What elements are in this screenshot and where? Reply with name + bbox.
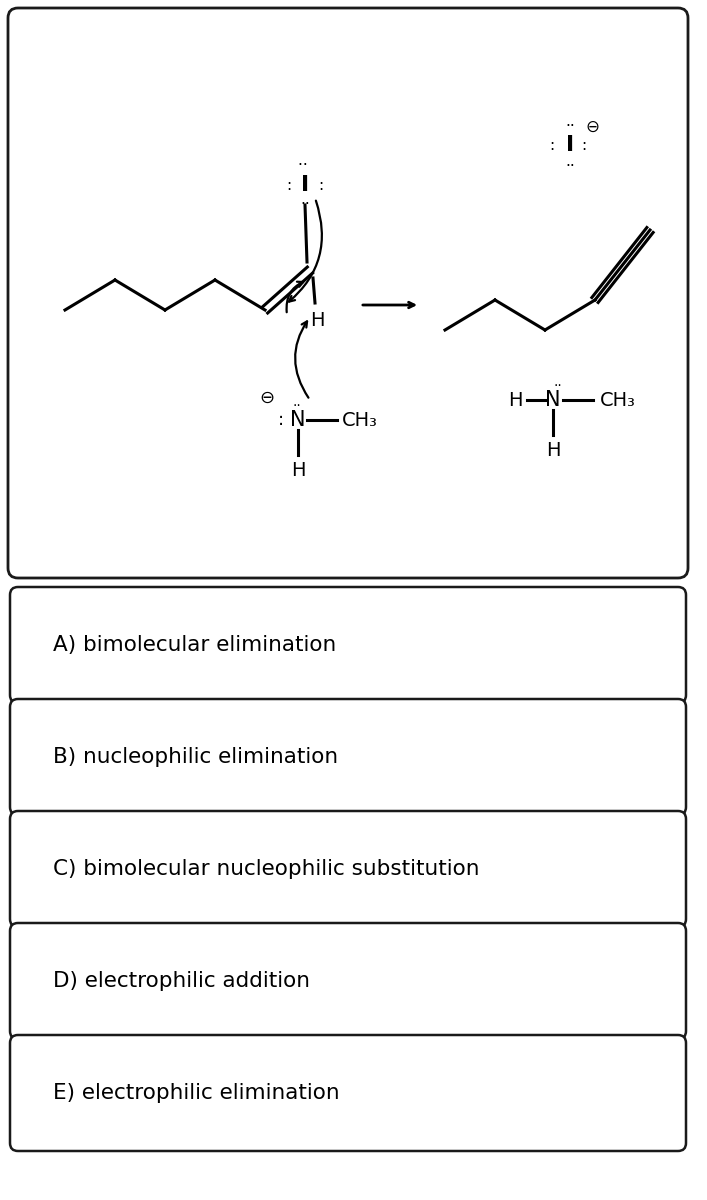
Text: N: N [545, 390, 561, 410]
Text: H: H [310, 311, 325, 330]
Text: I: I [301, 175, 309, 194]
FancyBboxPatch shape [10, 698, 686, 815]
Text: A) bimolecular elimination: A) bimolecular elimination [53, 635, 337, 655]
Text: :: : [318, 178, 324, 192]
FancyBboxPatch shape [10, 811, 686, 926]
Text: CH₃: CH₃ [600, 390, 636, 409]
Text: H: H [508, 390, 522, 409]
Text: :: : [549, 138, 554, 152]
Text: :: : [581, 138, 587, 152]
Text: CH₃: CH₃ [342, 410, 378, 430]
Text: ⊖: ⊖ [585, 118, 599, 136]
FancyBboxPatch shape [10, 1034, 686, 1151]
Text: D) electrophilic addition: D) electrophilic addition [53, 971, 310, 991]
Text: ⊖: ⊖ [259, 389, 274, 407]
Text: ··: ·· [565, 160, 575, 174]
Text: ··: ·· [293, 398, 301, 413]
Text: ··: ·· [298, 158, 312, 174]
Text: ··: ·· [565, 120, 575, 134]
Text: E) electrophilic elimination: E) electrophilic elimination [53, 1082, 339, 1103]
FancyBboxPatch shape [10, 587, 686, 703]
Text: :: : [278, 410, 284, 428]
Text: H: H [546, 440, 560, 460]
Text: ··: ·· [300, 197, 310, 211]
Text: I: I [566, 134, 574, 155]
FancyBboxPatch shape [10, 923, 686, 1039]
Text: ··: ·· [554, 379, 562, 392]
Text: C) bimolecular nucleophilic substitution: C) bimolecular nucleophilic substitution [53, 859, 479, 878]
Text: N: N [291, 410, 305, 430]
Text: H: H [291, 461, 305, 480]
Text: B) nucleophilic elimination: B) nucleophilic elimination [53, 746, 338, 767]
FancyBboxPatch shape [8, 8, 688, 578]
Text: :: : [286, 178, 291, 192]
